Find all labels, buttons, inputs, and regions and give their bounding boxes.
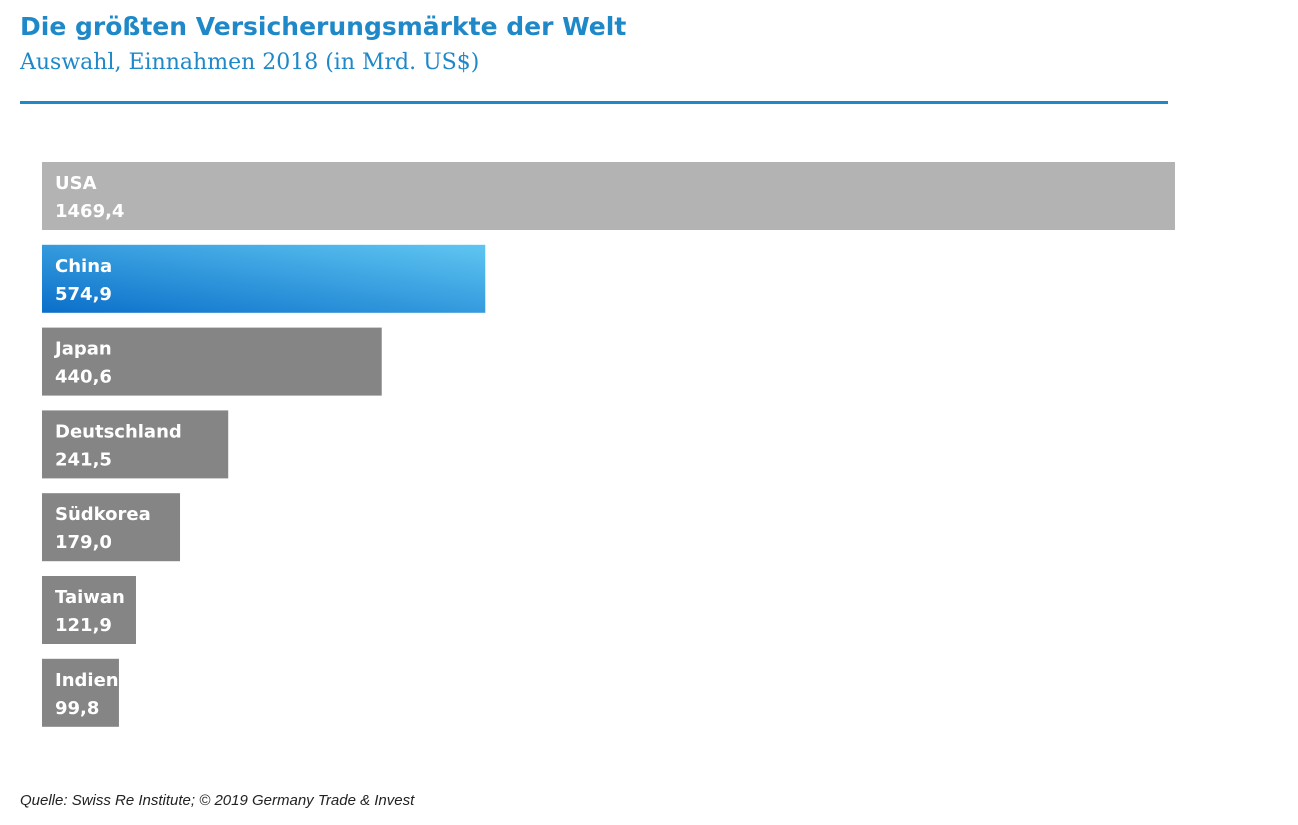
bar-category-label-taiwan: Taiwan bbox=[55, 587, 125, 608]
bar-chart: USA 1469,4 China 574,9 Japan 440,6 Deutschland… bbox=[42, 162, 1175, 727]
bar-china bbox=[42, 244, 486, 313]
bar-category-label-china: China bbox=[55, 256, 112, 277]
bar-category-label-indien: Indien bbox=[55, 670, 119, 691]
bar-category-label-japan: Japan bbox=[53, 339, 112, 360]
chart-title: Die größten Versicherungsmärkte der Welt bbox=[20, 12, 627, 41]
source-note: Quelle: Swiss Re Institute; © 2019 Germa… bbox=[20, 792, 415, 809]
title-divider bbox=[20, 101, 1168, 104]
bar-deutschland bbox=[42, 410, 229, 479]
bar-category-label-suedkorea: Südkorea bbox=[55, 504, 151, 525]
bar-value-label-suedkorea: 179,0 bbox=[55, 532, 112, 553]
bar-value-label-japan: 440,6 bbox=[55, 367, 112, 388]
bar-value-label-deutschland: 241,5 bbox=[55, 449, 112, 470]
bar-value-label-usa: 1469,4 bbox=[55, 201, 124, 222]
bar-usa bbox=[42, 162, 1175, 230]
bar-japan bbox=[42, 327, 382, 396]
chart-subtitle: Auswahl, Einnahmen 2018 (in Mrd. US$) bbox=[20, 50, 480, 75]
bar-value-label-china: 574,9 bbox=[55, 284, 112, 305]
bar-value-label-indien: 99,8 bbox=[55, 698, 99, 719]
bar-category-label-usa: USA bbox=[55, 173, 97, 194]
bar-taiwan bbox=[42, 576, 136, 644]
bars-group: USA 1469,4 China 574,9 Japan 440,6 Deutschland… bbox=[42, 162, 1175, 727]
bar-indien bbox=[42, 658, 119, 727]
bar-category-label-deutschland: Deutschland bbox=[55, 421, 182, 442]
bar-suedkorea bbox=[42, 493, 181, 562]
bar-value-label-taiwan: 121,9 bbox=[55, 615, 112, 636]
